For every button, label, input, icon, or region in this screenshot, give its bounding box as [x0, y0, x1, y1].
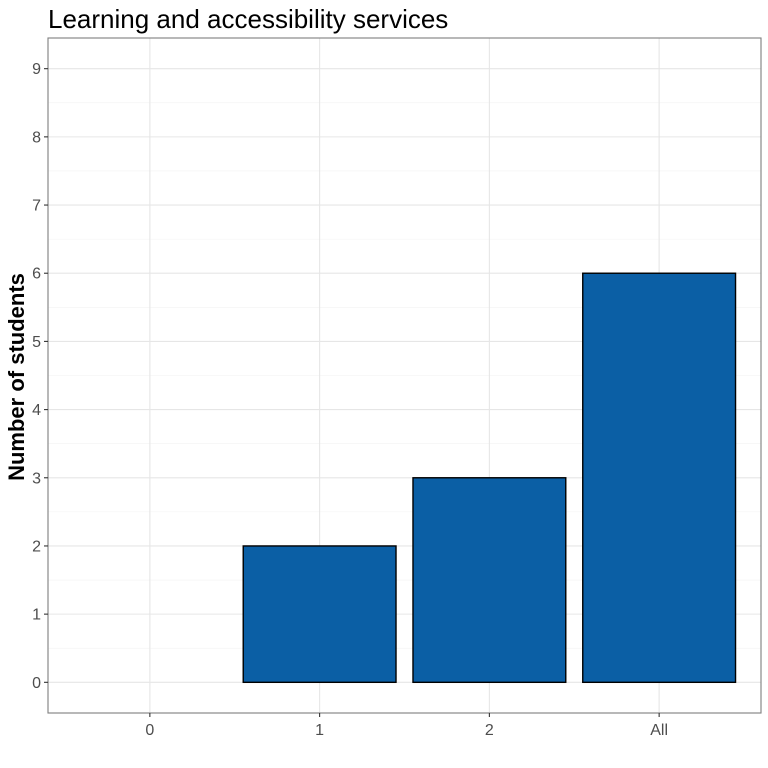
y-tick-label: 3: [32, 470, 41, 487]
chart-title: Learning and accessibility services: [48, 4, 448, 34]
y-tick-label: 9: [32, 61, 41, 78]
y-tick-label: 8: [32, 129, 41, 146]
bar-2: [412, 477, 567, 684]
y-tick-label: 5: [32, 334, 41, 351]
y-tick-label: 0: [32, 675, 41, 692]
bars: [242, 272, 737, 684]
x-tick-label: All: [650, 722, 668, 739]
x-tick-label: 1: [315, 722, 324, 739]
x-tick-label: 0: [145, 722, 154, 739]
y-axis-ticks: 0 1 2 3 4 5 6 7 8 9: [32, 61, 48, 692]
plot-panel-border: [47, 37, 762, 714]
y-tick-label: 2: [32, 538, 41, 555]
bar-all: [582, 272, 737, 684]
y-tick-label: 7: [32, 198, 41, 215]
y-tick-label: 6: [32, 266, 41, 283]
y-axis-title: Number of students: [4, 273, 29, 481]
x-axis-ticks: 0 1 2 All: [145, 713, 668, 739]
bar-1: [242, 545, 397, 684]
x-tick-label: 2: [485, 722, 494, 739]
y-tick-label: 1: [32, 607, 41, 624]
y-tick-label: 4: [32, 402, 41, 419]
